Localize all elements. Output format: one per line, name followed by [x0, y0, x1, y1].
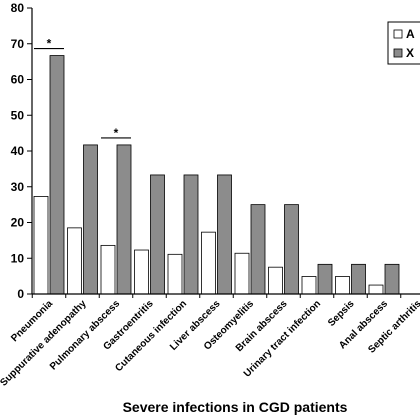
bar-a-4 — [167, 253, 183, 295]
x-category-label: Sepsis — [326, 298, 357, 329]
significance-markers: ** — [34, 37, 131, 140]
legend: AX — [387, 21, 420, 65]
legend-label-a: A — [406, 27, 415, 41]
significance-label: * — [114, 126, 119, 140]
bar-x-3 — [150, 174, 165, 295]
legend-label-x: X — [406, 46, 414, 60]
y-axis-ticks: 0 10 20 30 40 50 60 70 80 — [11, 1, 32, 301]
bar-x-4 — [183, 174, 199, 295]
bar-x-9 — [351, 263, 366, 295]
bars — [33, 55, 400, 295]
y-tick-label: 60 — [11, 73, 25, 87]
legend-swatch-a — [393, 29, 403, 39]
bar-a-5 — [201, 231, 216, 295]
y-tick-label: 20 — [11, 216, 25, 230]
bar-x-0 — [49, 55, 65, 295]
y-tick-label: 80 — [11, 1, 25, 15]
bar-a-8 — [301, 276, 317, 295]
axes — [31, 8, 420, 298]
legend-swatch-x — [393, 48, 403, 58]
y-tick-label: 50 — [11, 108, 25, 122]
y-tick-label: 40 — [11, 144, 25, 158]
bar-a-10 — [368, 284, 384, 295]
bar-a-2 — [100, 244, 116, 295]
bar-a-3 — [134, 249, 149, 295]
bar-x-2 — [116, 144, 132, 295]
bar-x-6 — [250, 204, 266, 295]
legend-box — [387, 21, 420, 65]
bar-a-0 — [33, 196, 49, 295]
bar-x-5 — [217, 174, 232, 295]
y-tick-label: 0 — [17, 287, 24, 301]
bar-a-7 — [268, 266, 283, 295]
bar-x-7 — [284, 204, 299, 295]
y-tick-label: 30 — [11, 180, 25, 194]
bar-a-1 — [67, 227, 82, 295]
bar-x-10 — [384, 263, 400, 295]
y-tick-label: 10 — [11, 251, 25, 265]
bar-x-1 — [83, 144, 98, 295]
y-tick-label: 70 — [11, 37, 25, 51]
bar-a-9 — [335, 276, 350, 295]
significance-label: * — [47, 37, 52, 51]
x-axis-title: Severe infections in CGD patients — [123, 399, 348, 415]
bar-a-6 — [234, 252, 250, 295]
bar-x-8 — [317, 263, 333, 295]
